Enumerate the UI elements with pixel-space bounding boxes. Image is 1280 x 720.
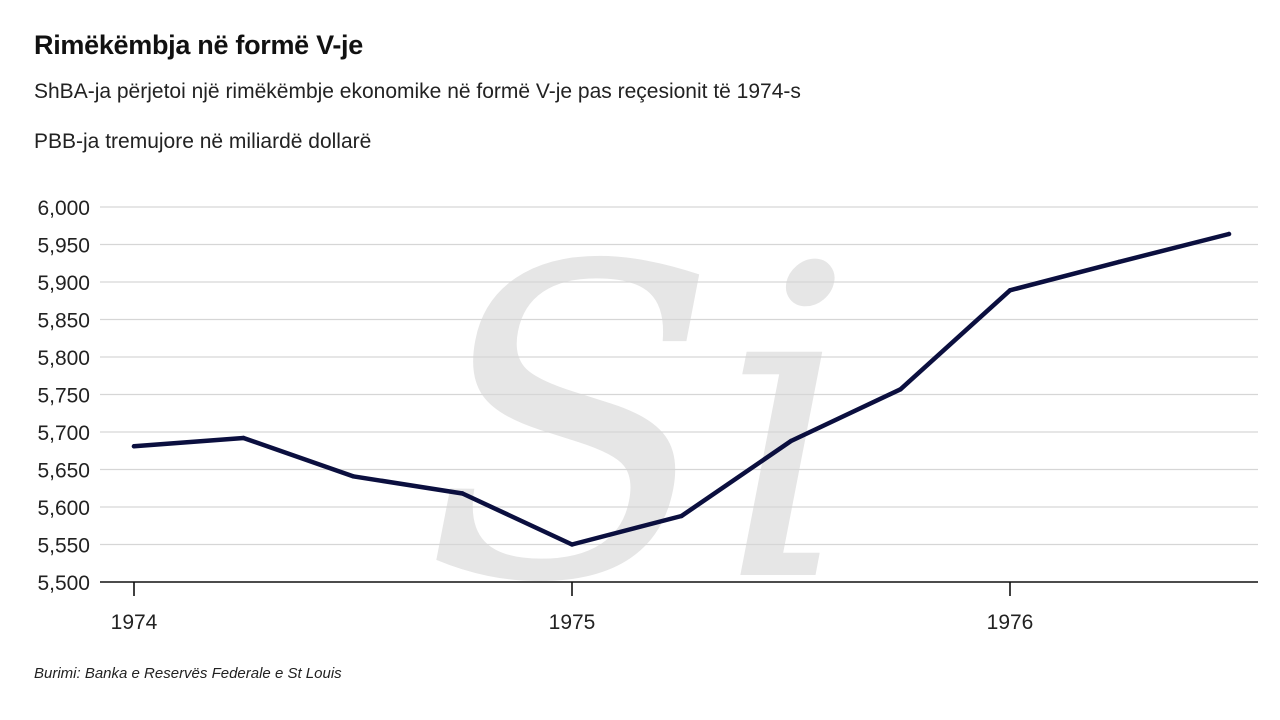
x-tick-label: 1974 <box>111 611 158 634</box>
y-tick-label: 5,750 <box>37 385 90 408</box>
y-tick-label: 5,700 <box>37 422 90 445</box>
data-point <box>1007 288 1013 293</box>
data-point <box>1226 231 1232 237</box>
data-point <box>460 491 465 496</box>
data-point <box>788 438 794 444</box>
y-tick-label: 5,650 <box>37 460 90 483</box>
data-point <box>1117 259 1122 264</box>
y-tick-label: 5,600 <box>37 497 90 520</box>
chart-title: Rimëkëmbja në formë V-je <box>34 30 363 60</box>
y-tick-label: 5,500 <box>37 572 90 595</box>
watermark-text: Si <box>424 177 856 677</box>
data-point <box>350 474 356 479</box>
y-tick-label: 5,550 <box>37 535 90 558</box>
unit-label: PBB-ja tremujore në miliardë dollarë <box>34 130 372 153</box>
y-tick-label: 6,000 <box>37 197 90 220</box>
y-tick-label: 5,900 <box>37 272 90 295</box>
x-axis <box>100 581 1258 596</box>
data-point <box>679 513 684 519</box>
watermark-logo: Si <box>424 177 856 677</box>
grid-lines <box>100 206 1258 546</box>
x-tick-label: 1975 <box>549 611 596 634</box>
y-tick-label: 5,800 <box>37 347 90 370</box>
data-point <box>569 542 575 547</box>
series-layer <box>131 231 1232 547</box>
y-tick-label: 5,950 <box>37 235 90 258</box>
y-tick-label: 5,850 <box>37 310 90 333</box>
y-axis-labels: 5,500 5,550 5,600 5,650 5,700 5,750 5,800 5,850… <box>37 197 90 595</box>
source-note: Burimi: Banka e Reservës Federale e St L… <box>34 665 342 682</box>
data-point <box>241 435 246 441</box>
data-point <box>131 444 137 449</box>
x-tick-label: 1976 <box>987 611 1034 634</box>
x-axis-labels: 1974 1975 1976 <box>111 611 1034 634</box>
data-point <box>898 387 903 392</box>
chart-subtitle: ShBA-ja përjetoi një rimëkëmbje ekonomik… <box>34 80 801 103</box>
